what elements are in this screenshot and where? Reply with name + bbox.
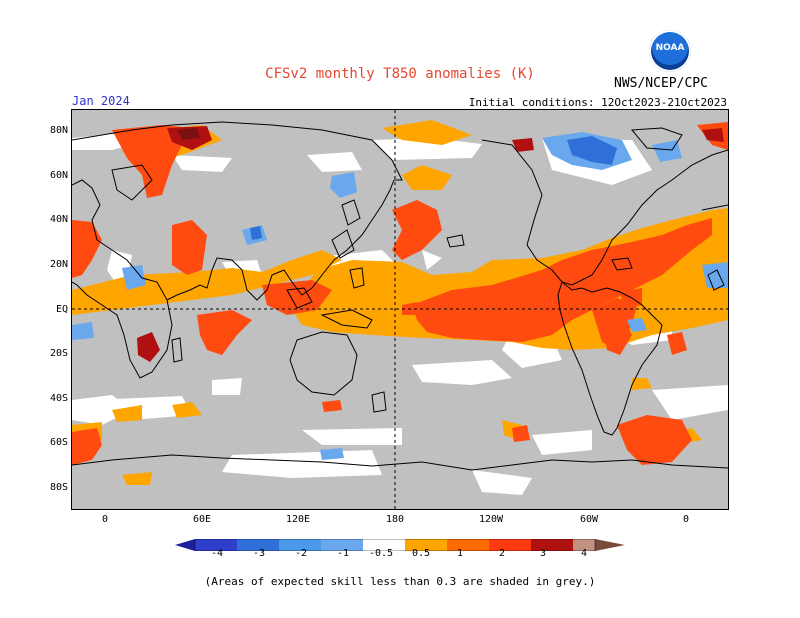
lat-label-60n: 60N xyxy=(49,170,68,181)
lon-label-120w: 120W xyxy=(478,514,504,525)
lat-label-20s: 20S xyxy=(49,348,68,359)
colorbar-tick-4: 4 xyxy=(580,548,588,559)
colorbar-swatch-3 xyxy=(279,539,321,551)
colorbar-tick-1: 1 xyxy=(456,548,464,559)
colorbar-swatch-1 xyxy=(195,539,237,551)
colorbar-tick-minus2: -2 xyxy=(294,548,308,559)
lon-label-0-east: 0 xyxy=(682,514,690,525)
coastlines xyxy=(72,121,728,471)
colorbar-tick-3: 3 xyxy=(539,548,547,559)
noaa-logo: NOAA xyxy=(649,30,691,72)
valid-month-label: Jan 2024 xyxy=(72,94,130,108)
lat-label-80s: 80S xyxy=(49,482,68,493)
anomaly-map xyxy=(71,109,729,510)
colorbar-swatch-2 xyxy=(237,539,279,551)
warm-anomaly-1-2 xyxy=(72,122,728,465)
lat-label-20n: 20N xyxy=(49,259,68,270)
colorbar-tick-2: 2 xyxy=(498,548,506,559)
colorbar-swatch-8 xyxy=(489,539,531,551)
lon-label-0: 0 xyxy=(101,514,109,525)
initial-conditions-label: Initial conditions: 12Oct2023-21Oct2023 xyxy=(468,96,727,109)
colorbar-swatch-10 xyxy=(573,539,595,551)
map-title: CFSv2 monthly T850 anomalies (K) xyxy=(265,66,535,82)
lon-label-180: 180 xyxy=(385,514,405,525)
lat-label-40n: 40N xyxy=(49,214,68,225)
colorbar-swatch-7 xyxy=(447,539,489,551)
colorbar-swatch-4 xyxy=(321,539,363,551)
lat-label-80n: 80N xyxy=(49,125,68,136)
skill-footnote: (Areas of expected skill less than 0.3 a… xyxy=(204,575,596,588)
colorbar-swatch-9 xyxy=(531,539,573,551)
colorbar-tick-minus1: -1 xyxy=(336,548,350,559)
lon-label-60e: 60E xyxy=(192,514,212,525)
colorbar xyxy=(175,536,625,555)
cool-anomaly-1-2 xyxy=(250,136,617,240)
lon-label-120e: 120E xyxy=(285,514,311,525)
warm-anomaly-4-plus xyxy=(177,128,200,140)
colorbar-tick-minus05: -0.5 xyxy=(368,548,394,559)
organization-label: NWS/NCEP/CPC xyxy=(614,76,708,91)
lon-label-60w: 60W xyxy=(579,514,599,525)
lat-label-60s: 60S xyxy=(49,437,68,448)
colorbar-arrow-left xyxy=(175,539,195,551)
colorbar-arrow-right xyxy=(595,539,625,551)
colorbar-tick-05: 0.5 xyxy=(411,548,431,559)
colorbar-tick-minus4: -4 xyxy=(210,548,224,559)
colorbar-swatch-6 xyxy=(405,539,447,551)
lat-label-40s: 40S xyxy=(49,393,68,404)
colorbar-swatch-5 xyxy=(363,539,405,551)
colorbar-tick-minus3: -3 xyxy=(252,548,266,559)
lat-label-eq: EQ xyxy=(55,304,68,315)
